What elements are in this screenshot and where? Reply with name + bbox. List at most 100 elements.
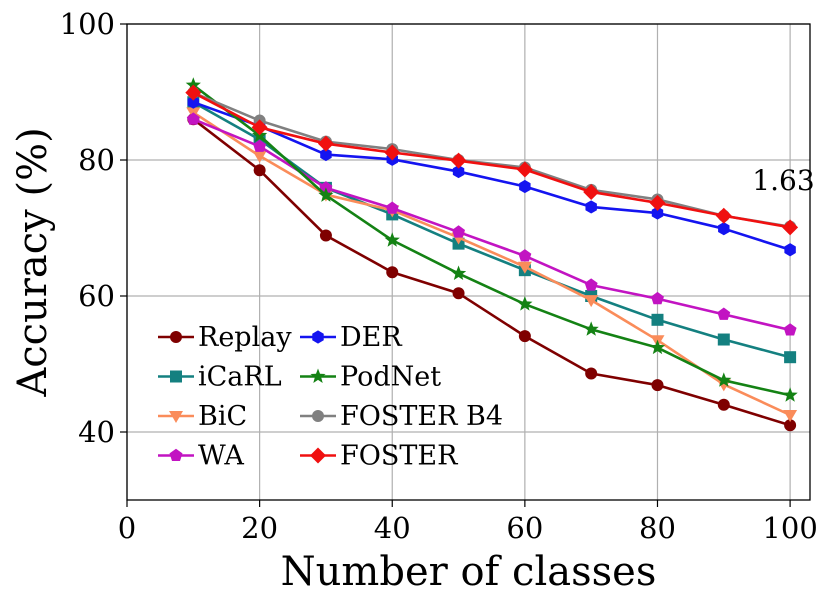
data-point-replay <box>784 419 797 432</box>
data-point-bic <box>584 295 599 308</box>
data-point-foster <box>649 194 666 211</box>
y-tick-label: 80 <box>78 143 115 177</box>
legend-item-bic: BiC <box>158 401 247 432</box>
data-point-podnet <box>782 387 798 402</box>
legend-marker-der <box>312 330 324 344</box>
plot-frame <box>126 23 811 501</box>
x-axis-title: Number of classes <box>281 549 657 595</box>
legend-marker-wa <box>169 448 183 461</box>
data-point-icarl <box>784 351 797 364</box>
x-tick-label: 60 <box>506 511 543 545</box>
data-point-wa <box>253 139 267 152</box>
data-point-der <box>519 179 531 194</box>
data-point-foster <box>384 144 401 161</box>
x-tick-label: 80 <box>639 511 676 545</box>
data-point-bic <box>252 150 267 163</box>
series-line-wa <box>192 117 791 332</box>
data-point-wa <box>518 249 532 262</box>
data-point-wa <box>319 181 333 194</box>
data-point-wa <box>452 225 466 238</box>
data-point-foster <box>715 207 732 224</box>
data-point-wa <box>651 291 664 305</box>
data-point-bic <box>783 410 798 422</box>
data-point-der <box>585 200 597 214</box>
data-point-foster <box>782 219 799 236</box>
data-point-der <box>452 164 465 179</box>
data-point-wa <box>717 307 731 320</box>
data-point-podnet <box>583 321 599 336</box>
legend-label-der: DER <box>340 322 402 353</box>
legend-label-foster-b4: FOSTER B4 <box>340 401 503 432</box>
legend-item-icarl: iCaRL <box>158 362 282 393</box>
y-axis-title: Accuracy (%) <box>10 127 56 397</box>
legend-item-der: DER <box>300 322 402 353</box>
series-line-icarl <box>192 101 791 359</box>
data-point-replay <box>253 164 266 177</box>
data-point-podnet <box>517 296 533 311</box>
legend-item-podnet: PodNet <box>300 362 441 393</box>
series-line-der <box>192 100 791 251</box>
legend-label-replay: Replay <box>198 322 292 353</box>
y-tick-label: 60 <box>78 279 115 313</box>
data-point-foster <box>516 161 533 178</box>
legend-item-foster: FOSTER <box>300 441 458 472</box>
series-line-podnet <box>192 84 791 397</box>
data-point-wa <box>385 201 399 214</box>
data-point-der <box>718 222 730 236</box>
data-point-foster <box>251 119 268 136</box>
data-point-podnet <box>450 265 467 281</box>
series-der <box>187 95 796 257</box>
legend-marker-replay <box>170 331 182 343</box>
axis-ticks: 0 20 40 60 80 100 40 60 80 100 <box>60 7 818 545</box>
x-tick-label: 20 <box>241 511 278 545</box>
data-point-podnet <box>185 77 201 92</box>
data-point-wa <box>584 278 598 291</box>
data-point-podnet <box>318 187 334 202</box>
data-point-icarl <box>253 133 266 146</box>
legend-marker-icarl <box>170 370 182 383</box>
legend: Replay iCaRL BiC WA DER PodNet FOSTER B4 FOSTER <box>158 322 503 472</box>
y-tick-label: 40 <box>78 415 115 449</box>
data-point-foster <box>450 152 467 169</box>
data-point-podnet <box>716 372 732 387</box>
data-point-icarl <box>651 313 664 326</box>
series-foster <box>185 84 799 236</box>
series-line-foster <box>192 91 791 229</box>
data-point-foster <box>185 84 202 101</box>
legend-item-wa: WA <box>158 441 244 472</box>
data-point-replay <box>452 287 465 300</box>
legend-marker-podnet <box>310 368 326 383</box>
data-point-foster <box>583 183 600 200</box>
legend-label-icarl: iCaRL <box>198 362 282 393</box>
data-point-podnet <box>649 339 666 355</box>
annotation-label: 1.63 <box>752 164 814 197</box>
data-point-replay <box>386 266 399 279</box>
data-point-replay <box>585 367 598 380</box>
series-line-foster-b4 <box>192 91 791 228</box>
data-point-replay <box>651 379 664 392</box>
x-tick-label: 40 <box>374 511 411 545</box>
legend-item-foster-b4: FOSTER B4 <box>300 401 503 432</box>
data-point-der <box>320 147 332 162</box>
legend-marker-foster <box>310 447 326 464</box>
series-layer <box>185 77 799 432</box>
data-point-wa <box>186 112 200 125</box>
data-point-der <box>651 206 664 220</box>
data-point-wa <box>783 323 797 336</box>
series-wa <box>186 112 797 336</box>
series-line-bic <box>192 111 791 417</box>
legend-item-replay: Replay <box>158 322 292 353</box>
legend-label-bic: BiC <box>198 401 247 432</box>
data-point-podnet <box>384 232 400 247</box>
data-point-bic <box>517 261 532 274</box>
series-line-replay <box>192 118 791 427</box>
legend-label-foster: FOSTER <box>340 441 458 472</box>
data-point-foster <box>317 135 334 152</box>
legend-marker-bic <box>169 411 183 423</box>
legend-label-wa: WA <box>198 441 244 472</box>
data-point-der <box>187 95 200 109</box>
data-point-icarl <box>717 333 730 346</box>
y-tick-label: 100 <box>60 7 115 41</box>
data-point-replay <box>518 330 531 343</box>
